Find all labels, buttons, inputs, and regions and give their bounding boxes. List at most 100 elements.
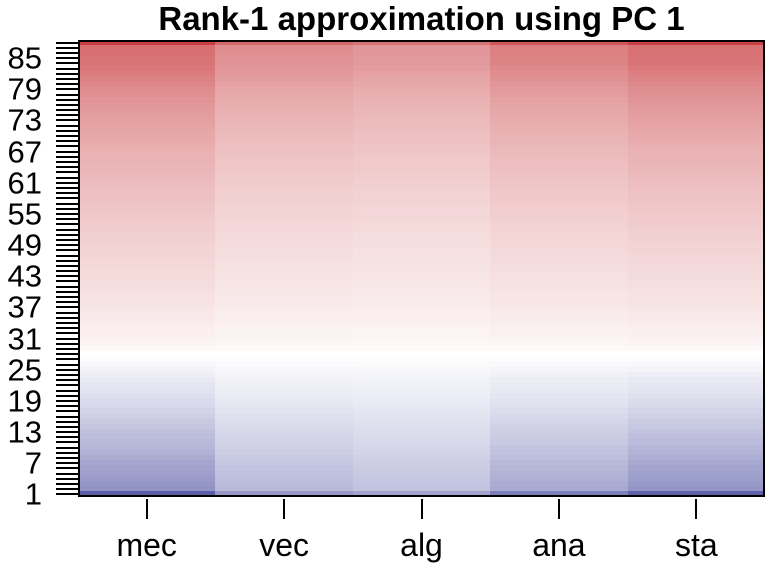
- y-axis-label: 7: [24, 445, 42, 481]
- heatmap-cell: [215, 289, 353, 295]
- heatmap-cell: [490, 252, 628, 258]
- heatmap-cell: [490, 439, 628, 445]
- heatmap-cell: [78, 128, 216, 134]
- heatmap-cell: [352, 408, 491, 414]
- heatmap-cell: [490, 71, 628, 77]
- heatmap-cell: [352, 470, 491, 476]
- heatmap-cell: [78, 418, 216, 424]
- heatmap-cell: [78, 429, 216, 435]
- y-tick: [56, 88, 78, 91]
- heatmap-cell: [627, 252, 766, 258]
- heatmap-cell: [627, 372, 766, 378]
- heatmap-cell: [627, 180, 766, 186]
- heatmap-cell: [215, 211, 353, 217]
- heatmap-cell: [78, 237, 216, 243]
- heatmap-cell: [215, 180, 353, 186]
- y-tick: [56, 410, 78, 413]
- y-tick: [56, 254, 78, 257]
- heatmap-cell: [627, 123, 766, 129]
- heatmap-column-vec: [215, 40, 353, 497]
- heatmap-cell: [627, 65, 766, 72]
- y-tick: [56, 415, 78, 418]
- heatmap-cell: [627, 330, 766, 336]
- heatmap-cell: [78, 278, 216, 284]
- y-tick: [56, 103, 78, 106]
- heatmap-cell: [78, 340, 216, 347]
- y-tick: [56, 353, 78, 356]
- heatmap-cell: [352, 465, 491, 471]
- heatmap-cell: [215, 128, 353, 134]
- y-tick: [56, 41, 78, 44]
- heatmap-cell: [627, 55, 766, 61]
- heatmap-cell: [490, 60, 628, 66]
- y-tick: [56, 181, 78, 184]
- y-tick: [56, 436, 78, 439]
- heatmap-cell: [352, 304, 491, 310]
- y-tick: [56, 311, 78, 314]
- heatmap-cell: [215, 273, 353, 279]
- heatmap-cell: [78, 309, 216, 315]
- heatmap-column-sta: [627, 40, 766, 497]
- heatmap-cell: [352, 211, 491, 217]
- heatmap-cell: [627, 413, 766, 419]
- heatmap-cell: [215, 252, 353, 258]
- heatmap-cell: [352, 335, 491, 341]
- heatmap-cell: [627, 50, 766, 56]
- heatmap-cell: [352, 403, 491, 409]
- y-tick: [56, 67, 78, 70]
- y-tick: [56, 176, 78, 179]
- y-tick: [56, 472, 78, 475]
- y-axis-label: 55: [7, 196, 42, 232]
- heatmap-cell: [627, 190, 766, 196]
- heatmap-cell: [627, 154, 766, 160]
- heatmap-cell: [352, 377, 491, 383]
- y-axis-label: 49: [7, 227, 42, 263]
- y-tick: [56, 259, 78, 262]
- heatmap-cell: [78, 486, 216, 492]
- y-tick: [56, 207, 78, 210]
- heatmap-cell: [352, 444, 491, 450]
- heatmap-cell: [352, 164, 491, 170]
- y-tick: [56, 347, 78, 350]
- heatmap-cell: [490, 190, 628, 196]
- heatmap-cell: [215, 330, 353, 336]
- heatmap-cell: [352, 361, 491, 367]
- heatmap-cell: [215, 361, 353, 367]
- heatmap-cell: [352, 174, 491, 181]
- heatmap-cell: [215, 460, 353, 466]
- heatmap-cell: [215, 71, 353, 77]
- heatmap-cell: [627, 299, 766, 305]
- heatmap-cell: [78, 169, 216, 175]
- y-tick: [56, 197, 78, 200]
- x-axis-label-alg: alg: [400, 527, 443, 563]
- heatmap-cell: [627, 377, 766, 383]
- heatmap-cell: [352, 247, 491, 253]
- heatmap-cell: [490, 117, 628, 123]
- heatmap-cell: [352, 50, 491, 56]
- heatmap-cell: [352, 231, 491, 238]
- x-axis-label-vec: vec: [259, 527, 309, 563]
- heatmap-cell: [490, 263, 628, 269]
- heatmap-cell: [627, 439, 766, 445]
- x-tick: [145, 499, 148, 519]
- heatmap-cell: [78, 242, 216, 248]
- y-tick: [56, 373, 78, 376]
- heatmap-cell: [627, 60, 766, 66]
- heatmap-cell: [352, 128, 491, 134]
- heatmap-cell: [352, 60, 491, 66]
- heatmap-cell: [490, 372, 628, 378]
- heatmap-cell: [490, 320, 628, 326]
- y-tick: [56, 296, 78, 299]
- heatmap-cell: [352, 159, 491, 165]
- y-axis-label: 31: [7, 321, 42, 357]
- heatmap-cell: [78, 60, 216, 66]
- heatmap-cell: [490, 148, 628, 155]
- x-axis-label-mec: mec: [116, 527, 177, 563]
- heatmap-cell: [490, 86, 628, 92]
- y-axis-label: 85: [7, 40, 42, 76]
- heatmap-cell: [627, 283, 766, 289]
- heatmap-cell: [627, 200, 766, 206]
- heatmap-cell: [490, 366, 628, 372]
- heatmap-cell: [490, 128, 628, 134]
- heatmap-cell: [490, 247, 628, 253]
